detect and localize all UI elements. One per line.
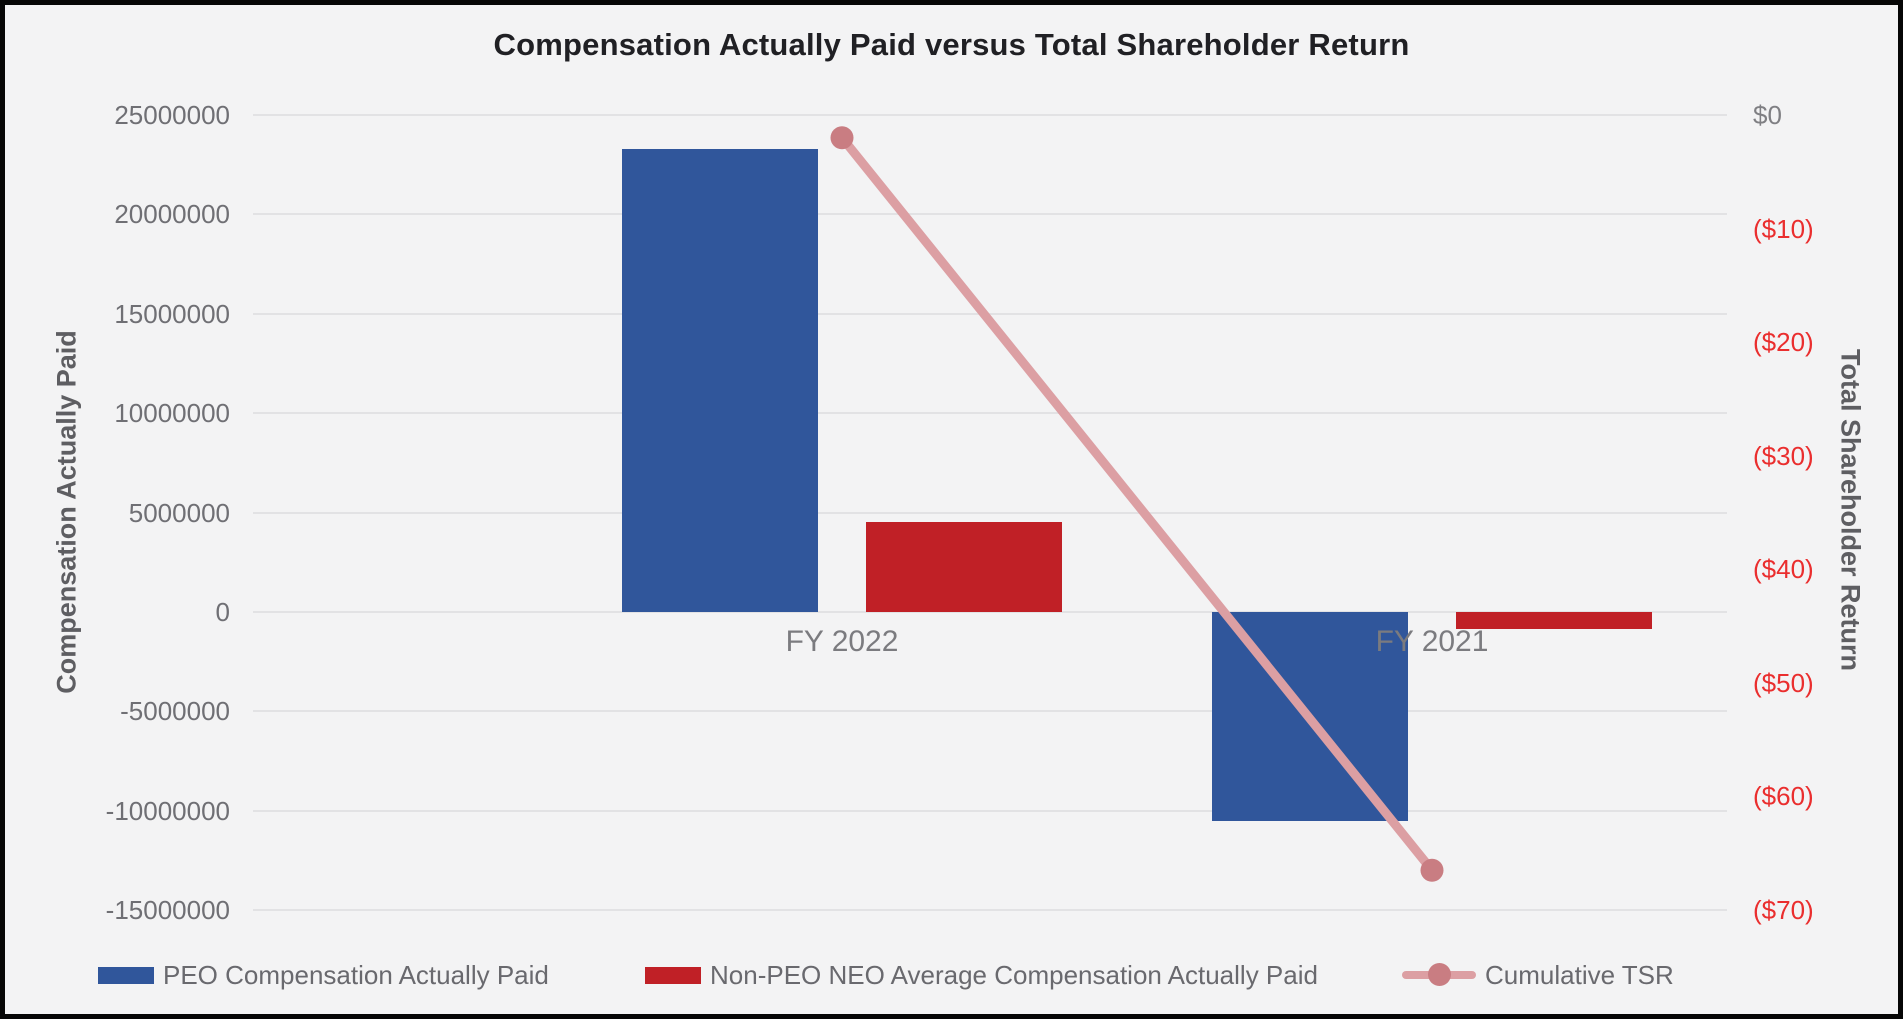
legend-line-marker-icon [1402, 963, 1476, 987]
legend-swatch-blue-icon [98, 966, 154, 984]
grid-line [253, 114, 1727, 116]
left-axis-tick-label: 25000000 [114, 100, 230, 130]
right-axis-tick-label: ($70) [1753, 895, 1814, 925]
right-axis-tick-label: ($50) [1753, 667, 1814, 698]
grid-line [253, 809, 1727, 812]
grid-line [253, 312, 1727, 315]
left-axis-title: Compensation Actually Paid [51, 330, 82, 694]
legend-item-cumulative-tsr[interactable]: Cumulative TSR [1402, 955, 1674, 995]
left-axis-tick-label: 5000000 [128, 497, 230, 528]
grid-line [253, 710, 1727, 713]
legend-item-non-peo-cap[interactable]: Non-PEO NEO Average Compensation Actuall… [645, 955, 1318, 995]
right-axis-tick-label: ($30) [1753, 440, 1814, 471]
left-axis-tick-label: -15000000 [105, 895, 230, 925]
bar-peo-fy-2022[interactable] [622, 148, 818, 612]
left-axis-tick-label: 10000000 [114, 398, 230, 429]
bar-non-peo-fy-2022[interactable] [866, 522, 1062, 612]
right-axis-tick-label: $0 [1753, 100, 1782, 130]
grid-line [253, 412, 1727, 415]
right-axis-tick-label: ($10) [1753, 213, 1814, 244]
right-axis-tick-label: ($20) [1753, 327, 1814, 358]
right-axis-title: Total Shareholder Return [1835, 348, 1866, 672]
chart-title: Compensation Actually Paid versus Total … [493, 27, 1410, 62]
category-label-fy2021: FY 2021 [1375, 625, 1489, 658]
legend-swatch-red-icon [645, 966, 701, 984]
left-axis-tick-label: 0 [215, 596, 230, 627]
legend-label-cumulative-tsr: Cumulative TSR [1485, 959, 1674, 990]
tsr-data-point-marker[interactable] [830, 126, 854, 150]
legend-item-peo-cap[interactable]: PEO Compensation Actually Paid [98, 955, 549, 995]
right-axis-tick-label: ($40) [1753, 554, 1814, 585]
grid-line [253, 511, 1727, 514]
tsr-data-point-marker[interactable] [1420, 858, 1444, 882]
bar-non-peo-fy-2021[interactable] [1456, 611, 1652, 629]
grid-line [253, 909, 1727, 911]
grid-line [253, 213, 1727, 216]
cumulative-tsr-line[interactable] [5, 5, 1898, 1014]
left-axis-tick-label: 20000000 [114, 199, 230, 230]
left-axis-tick-label: 15000000 [114, 298, 230, 329]
legend-label-peo-cap: PEO Compensation Actually Paid [163, 959, 549, 990]
left-axis-tick-label: -10000000 [105, 795, 230, 826]
right-axis-tick-label: ($60) [1753, 781, 1814, 812]
legend-label-non-peo-cap: Non-PEO NEO Average Compensation Actuall… [710, 959, 1318, 990]
category-label-fy2022: FY 2022 [785, 625, 899, 658]
left-axis-tick-label: -5000000 [120, 696, 230, 727]
